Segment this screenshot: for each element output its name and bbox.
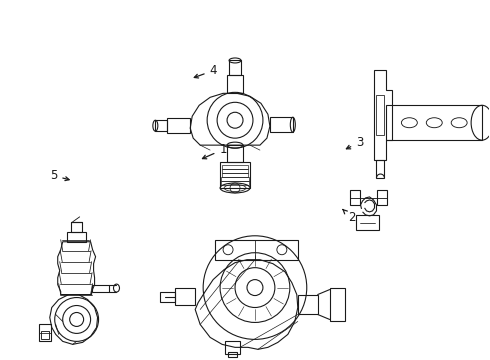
Text: 4: 4 [194,64,217,78]
Text: 2: 2 [343,210,355,224]
Text: 3: 3 [346,136,364,149]
Text: 1: 1 [202,143,227,159]
Text: 5: 5 [50,169,69,182]
